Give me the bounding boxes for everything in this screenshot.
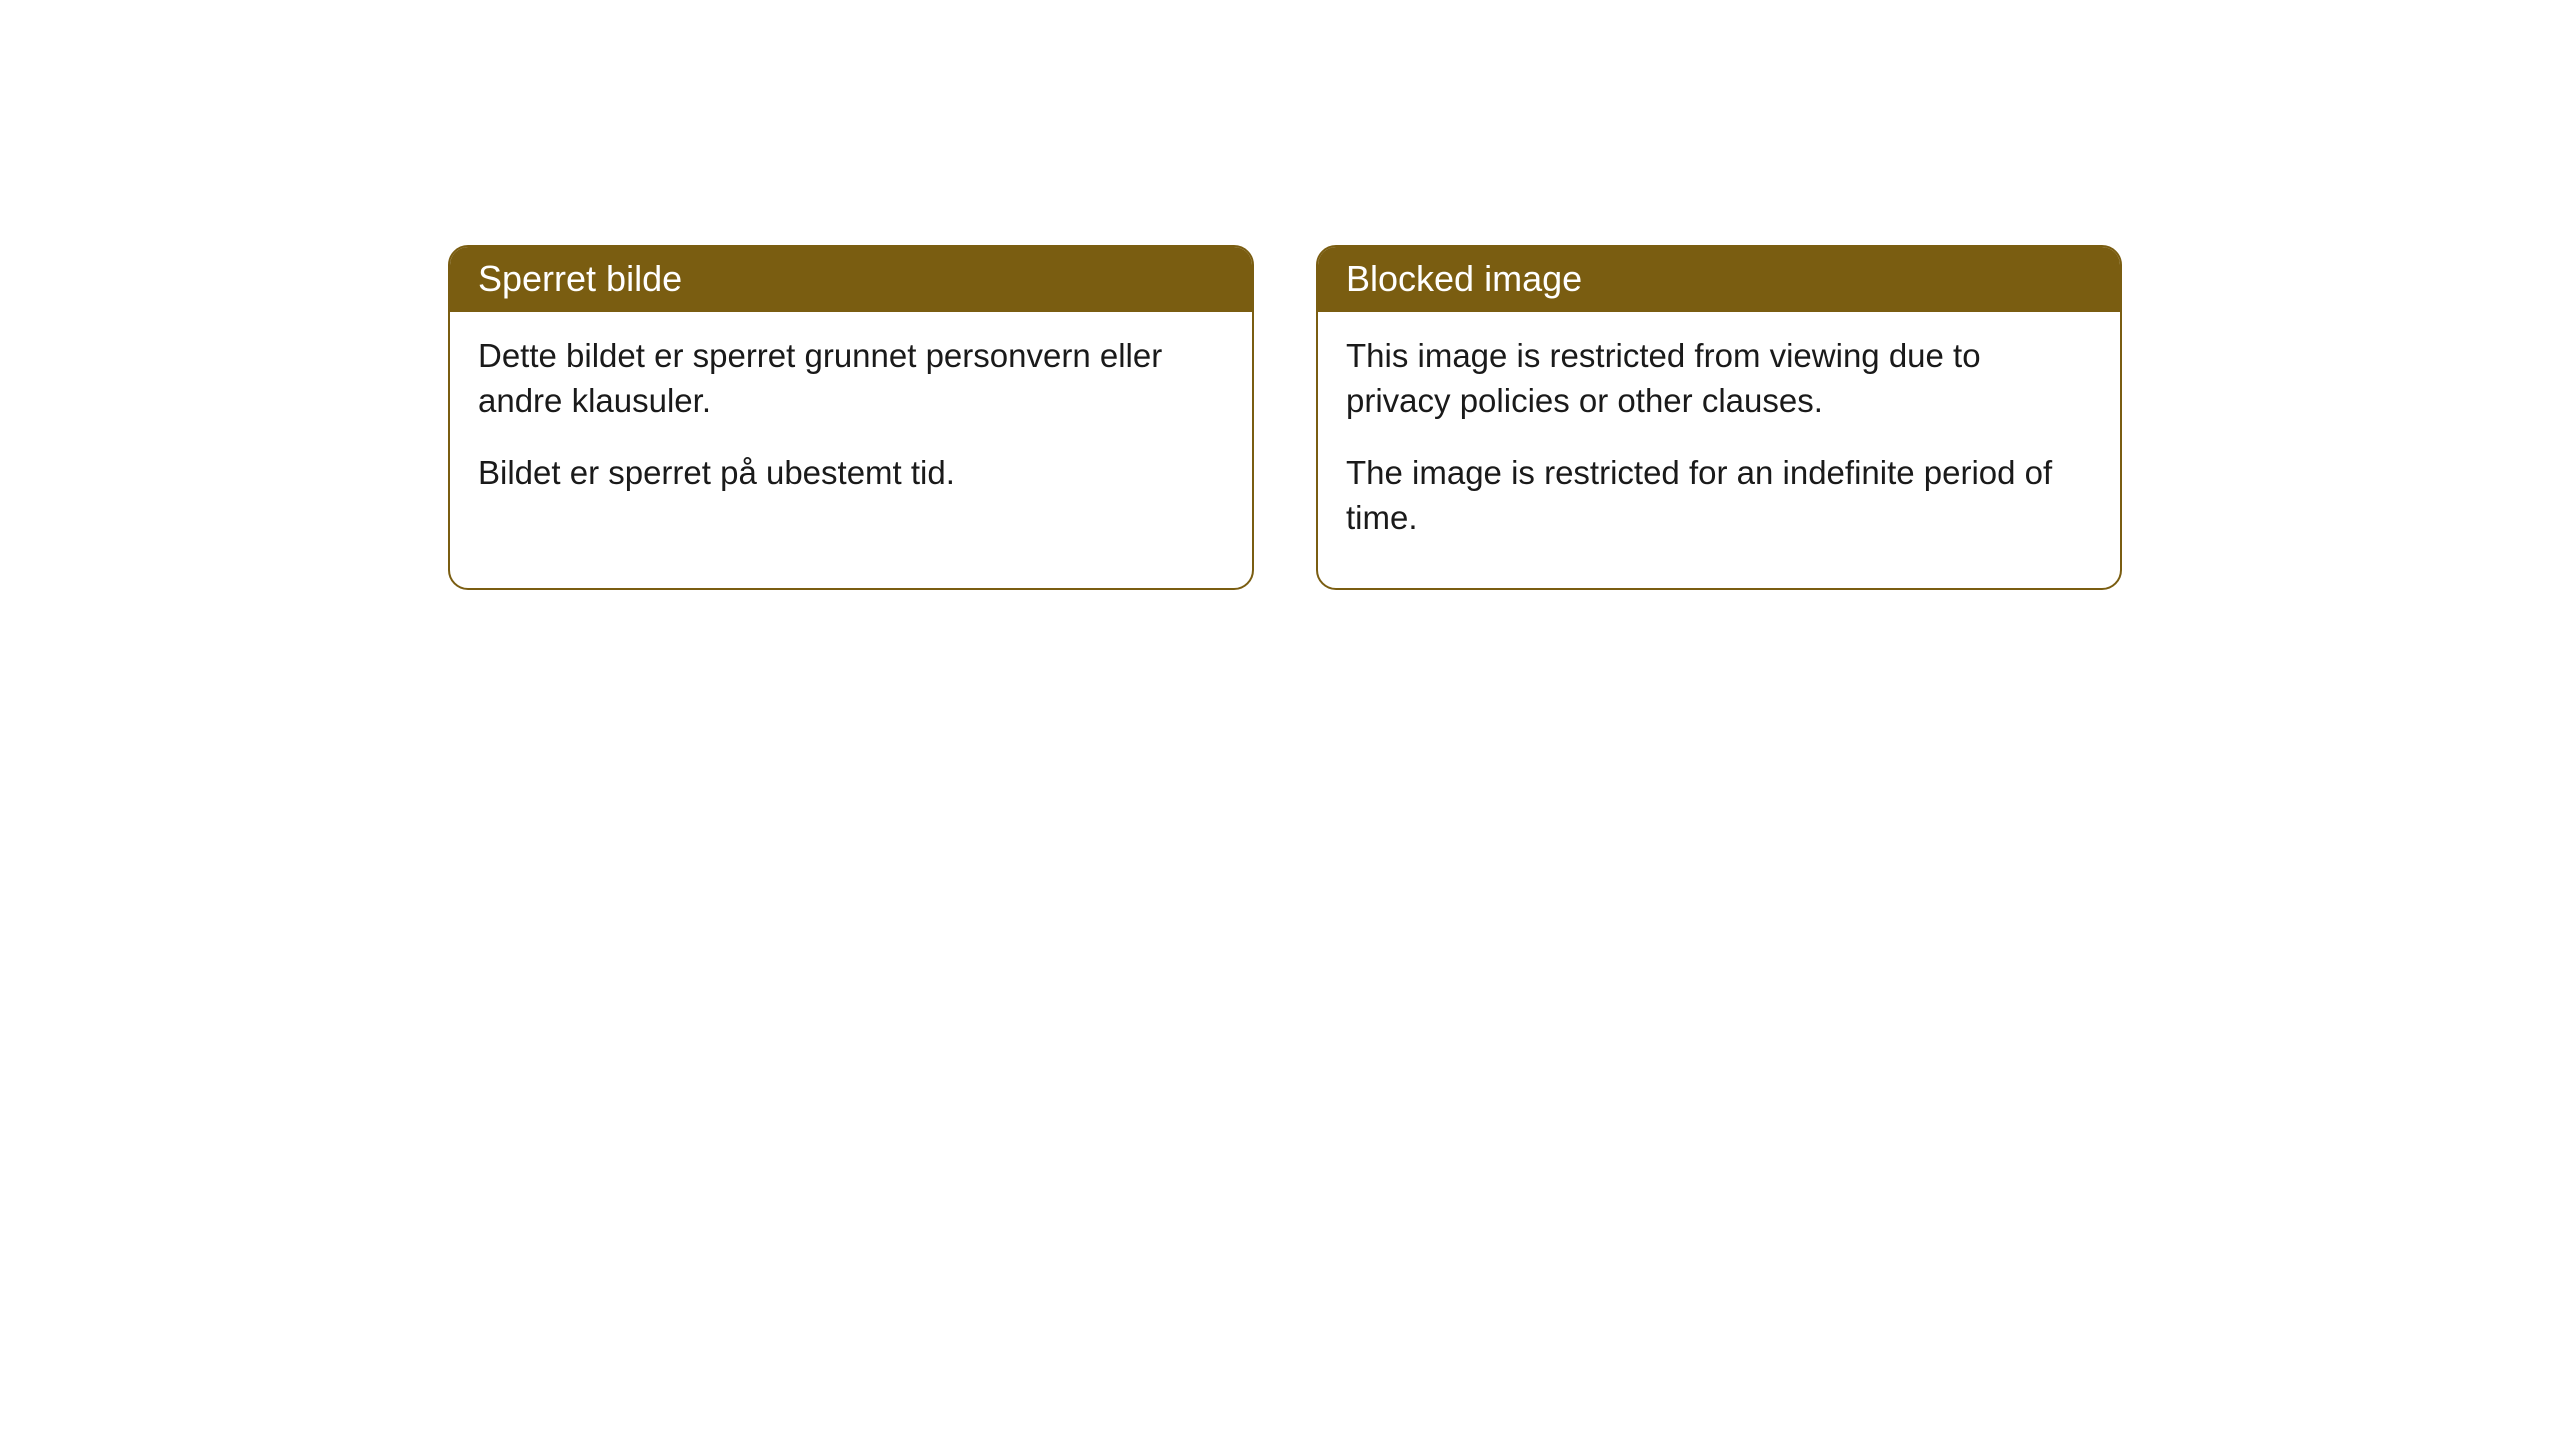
card-title: Blocked image [1346,258,1582,299]
card-header: Blocked image [1318,247,2120,312]
card-header: Sperret bilde [450,247,1252,312]
card-paragraph: This image is restricted from viewing du… [1346,334,2092,423]
card-paragraph: Bildet er sperret på ubestemt tid. [478,451,1224,496]
notice-cards-container: Sperret bilde Dette bildet er sperret gr… [0,0,2560,590]
blocked-image-card-en: Blocked image This image is restricted f… [1316,245,2122,590]
card-title: Sperret bilde [478,258,682,299]
card-body: Dette bildet er sperret grunnet personve… [450,312,1252,544]
card-paragraph: Dette bildet er sperret grunnet personve… [478,334,1224,423]
card-body: This image is restricted from viewing du… [1318,312,2120,588]
blocked-image-card-no: Sperret bilde Dette bildet er sperret gr… [448,245,1254,590]
card-paragraph: The image is restricted for an indefinit… [1346,451,2092,540]
